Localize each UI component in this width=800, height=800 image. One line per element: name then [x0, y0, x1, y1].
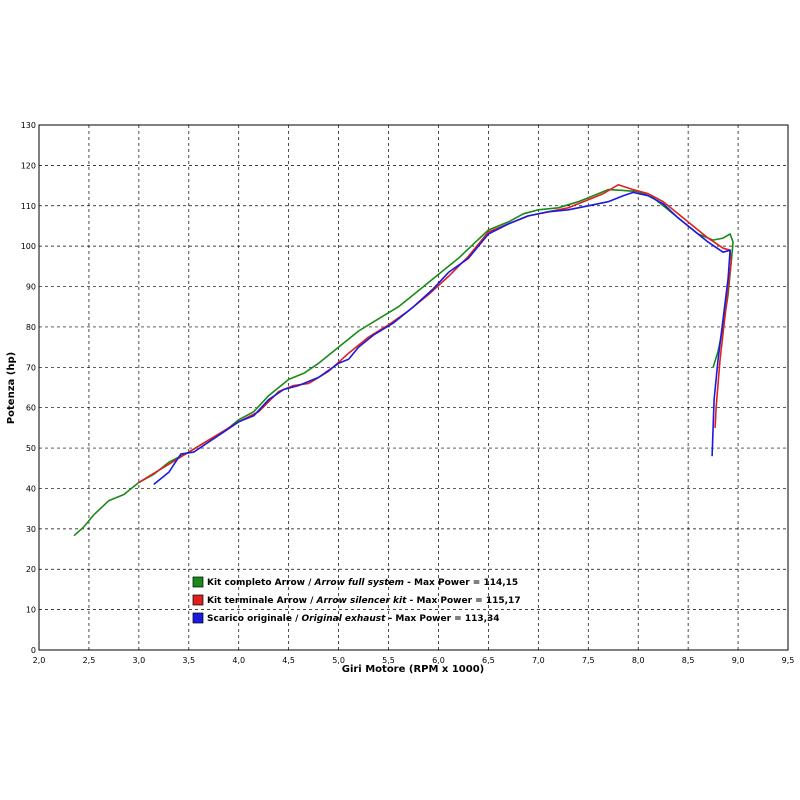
x-tick-label-9: 6,5	[482, 656, 495, 665]
x-tick-label-1: 2,5	[83, 656, 96, 665]
y-axis-title: Potenza (hp)	[6, 352, 17, 424]
x-tick-label-14: 9,0	[732, 656, 745, 665]
legend-swatch-2	[192, 612, 204, 624]
legend: Kit completo Arrow / Arrow full system -…	[192, 576, 521, 624]
legend-name-italic-0: Arrow full system	[314, 578, 404, 588]
x-tick-label-12: 8,0	[632, 656, 645, 665]
legend-entry-1: Kit terminale Arrow / Arrow silencer kit…	[207, 596, 521, 606]
y-tick-label-0: 0	[31, 646, 36, 655]
y-tick-label-12: 120	[21, 161, 36, 170]
y-tick-label-5: 50	[26, 444, 36, 453]
legend-name-2: Scarico originale	[207, 614, 292, 624]
legend-swatch-1	[192, 594, 204, 606]
y-tick-label-3: 30	[26, 525, 36, 534]
y-tick-label-6: 60	[26, 404, 36, 413]
legend-name-0: Kit completo Arrow	[207, 578, 305, 588]
x-tick-label-2: 3,0	[132, 656, 145, 665]
series-lines	[73, 184, 734, 537]
x-tick-label-6: 5,0	[332, 656, 345, 665]
legend-max-0: Max Power = 114,15	[414, 578, 518, 588]
x-tick-label-8: 6,0	[432, 656, 445, 665]
x-tick-label-10: 7,0	[532, 656, 545, 665]
series-line-2	[153, 191, 731, 486]
y-tick-label-13: 130	[21, 121, 36, 130]
grid	[39, 125, 788, 650]
x-tick-label-7: 5,5	[382, 656, 395, 665]
legend-max-1: Max Power = 115,17	[416, 596, 520, 606]
y-tick-label-4: 40	[26, 484, 36, 493]
legend-swatch-0	[192, 576, 204, 588]
legend-max-2: Max Power = 113,34	[395, 614, 499, 624]
y-tick-label-2: 20	[26, 565, 36, 574]
y-tick-label-9: 90	[26, 283, 36, 292]
legend-name-italic-2: Original exhaust	[302, 614, 387, 624]
y-tick-label-1: 10	[26, 606, 36, 615]
plot-area	[38, 124, 789, 651]
x-tick-label-3: 3,5	[182, 656, 195, 665]
y-tick-label-10: 100	[21, 242, 36, 251]
x-tick-label-11: 7,5	[582, 656, 595, 665]
x-tick-label-4: 4,0	[232, 656, 245, 665]
tick-labels: 2,0 2,5 3,0 3,5 4,0 4,5 5,0 5,5 6,0 6,5 7,0 7,5 8,0 8…	[21, 121, 795, 665]
y-tick-label-7: 70	[26, 363, 36, 372]
x-axis-title: Giri Motore (RPM x 1000)	[342, 664, 485, 675]
y-tick-label-8: 80	[26, 323, 36, 332]
x-tick-label-0: 2,0	[33, 656, 46, 665]
x-tick-label-5: 4,5	[282, 656, 295, 665]
x-tick-label-13: 8,5	[682, 656, 695, 665]
legend-entry-2: Scarico originale / Original exhaust - M…	[207, 614, 500, 624]
x-tick-label-15: 9,5	[782, 656, 795, 665]
legend-name-1: Kit terminale Arrow	[207, 596, 307, 606]
y-tick-label-11: 110	[21, 202, 36, 211]
legend-name-italic-1: Arrow silencer kit	[316, 596, 408, 606]
legend-entry-0: Kit completo Arrow / Arrow full system -…	[207, 578, 518, 588]
